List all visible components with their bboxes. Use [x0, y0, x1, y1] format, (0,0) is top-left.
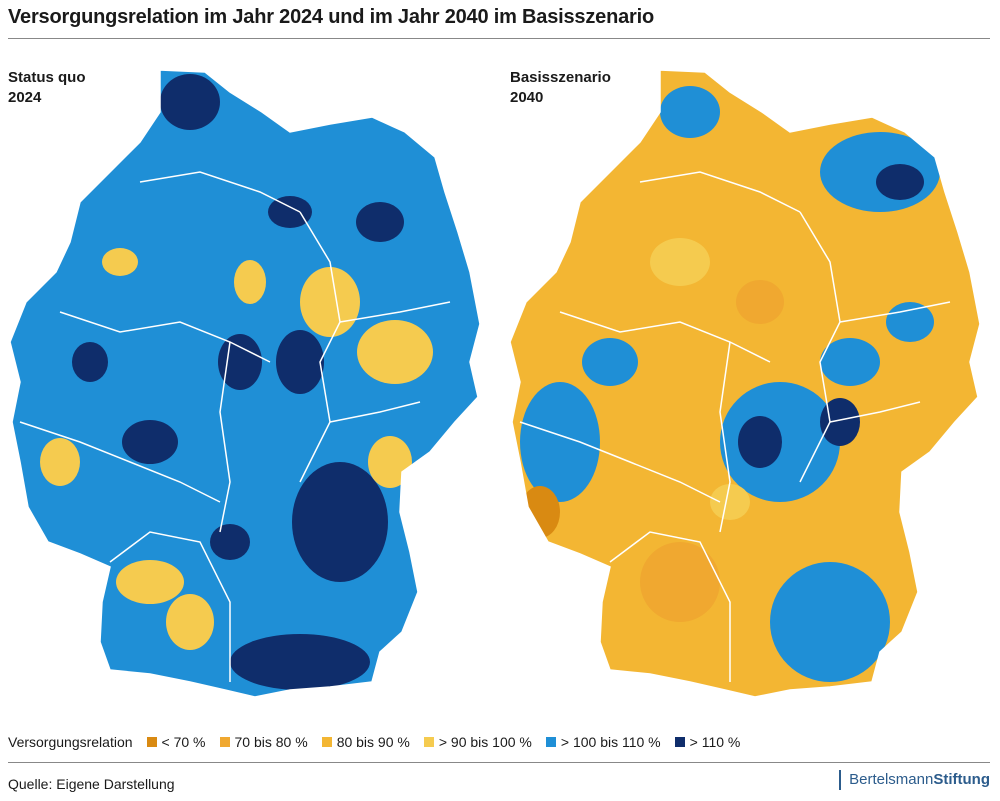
panel-label-2024-line2: 2024 — [8, 89, 42, 106]
panel-label-2040-line1: Basisszenario — [510, 69, 611, 86]
panel-label-2024: Status quo 2024 — [8, 68, 86, 108]
legend-swatch-80-90 — [321, 737, 332, 747]
legend-label-lt70: < 70 % — [161, 734, 206, 750]
state-borders-2024 — [19, 171, 451, 682]
legend: Versorgungsrelation < 70 % 70 bis 80 % 8… — [8, 734, 754, 750]
legend-item-80-90: 80 bis 90 % — [321, 734, 410, 750]
panel-label-2024-line1: Status quo — [8, 69, 86, 86]
panel-label-2040: Basisszenario 2040 — [510, 68, 611, 108]
legend-item-lt70: < 70 % — [146, 734, 206, 750]
germany-map-2024 — [9, 69, 481, 698]
legend-swatch-gt110 — [674, 737, 685, 747]
legend-swatch-lt70 — [146, 737, 157, 747]
map-2024 — [0, 62, 500, 702]
footer-divider — [8, 762, 990, 763]
legend-item-90-100: > 90 bis 100 % — [423, 734, 532, 750]
legend-label-gt110: > 110 % — [689, 734, 741, 750]
legend-swatch-100-110 — [545, 737, 556, 747]
legend-item-gt110: > 110 % — [674, 734, 741, 750]
chart-title: Versorgungsrelation im Jahr 2024 und im … — [8, 6, 654, 28]
germany-map-2040 — [509, 69, 981, 698]
legend-label-80-90: 80 bis 90 % — [336, 734, 410, 750]
legend-title: Versorgungsrelation — [8, 734, 133, 750]
brand-logo: BertelsmannStiftung — [839, 770, 990, 790]
map-2040 — [500, 62, 1000, 702]
brand-name-part2: Stiftung — [933, 771, 990, 788]
legend-swatch-70-80 — [219, 737, 230, 747]
title-divider — [8, 38, 990, 39]
legend-label-100-110: > 100 bis 110 % — [560, 734, 661, 750]
source-note: Quelle: Eigene Darstellung — [8, 776, 175, 792]
panel-label-2040-line2: 2040 — [510, 89, 544, 106]
legend-item-70-80: 70 bis 80 % — [219, 734, 308, 750]
state-borders-2040 — [519, 171, 951, 682]
legend-item-100-110: > 100 bis 110 % — [545, 734, 661, 750]
legend-label-90-100: > 90 bis 100 % — [438, 734, 532, 750]
brand-name-part1: Bertelsmann — [849, 771, 934, 788]
legend-label-70-80: 70 bis 80 % — [234, 734, 308, 750]
legend-swatch-90-100 — [423, 737, 434, 747]
